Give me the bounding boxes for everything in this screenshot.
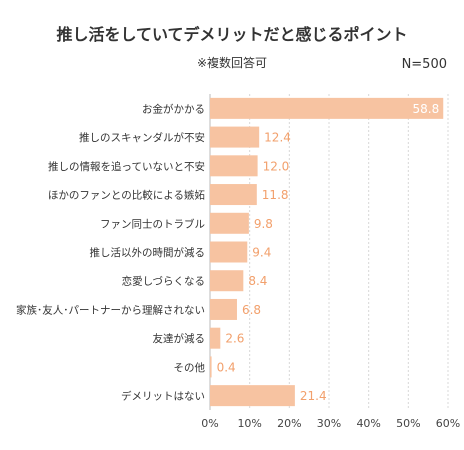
x-tick-label: 30% [317, 417, 341, 430]
bar [210, 184, 257, 206]
bar [210, 212, 249, 234]
category-label: 友達が減る [153, 332, 206, 345]
data-label: 9.8 [254, 217, 273, 231]
category-label: ファン同士のトラブル [100, 217, 205, 230]
bar [210, 270, 244, 292]
category-label: 推しの情報を追っていないと不安 [48, 160, 205, 173]
chart-title: 推し活をしていてデメリットだと感じるポイント [56, 25, 407, 44]
category-label: デメリットはない [121, 390, 205, 403]
bar [210, 241, 248, 263]
data-label: 12.0 [263, 159, 290, 173]
data-label: 21.4 [300, 389, 327, 403]
x-tick-label: 40% [356, 417, 380, 430]
bars [210, 97, 444, 407]
bar [210, 356, 212, 378]
bar [210, 385, 295, 407]
category-label: 恋愛しづらくなる [122, 275, 205, 288]
data-label: 0.4 [217, 360, 236, 374]
bar [210, 126, 260, 148]
bar [210, 298, 237, 320]
data-label: 6.8 [242, 303, 261, 317]
data-label: 8.4 [248, 274, 267, 288]
data-label: 11.8 [262, 188, 289, 202]
category-label: その他 [174, 361, 206, 374]
x-tick-label: 20% [277, 417, 301, 430]
x-tick-label: 0% [201, 417, 218, 430]
category-label: お金がかかる [142, 102, 205, 115]
category-label: ほかのファンとの比較による嫉妬 [48, 189, 205, 202]
category-label: 推しのスキャンダルが不安 [79, 131, 205, 144]
x-axis-ticks: 0% 10% 20% 30% 40% 50% 60% [201, 417, 460, 430]
category-label: 家族･友人･パートナーから理解されない [16, 303, 205, 316]
bar [210, 155, 258, 177]
chart-subtitle: ※複数回答可 [197, 55, 267, 70]
data-label: 2.6 [225, 332, 244, 346]
data-label: 58.8 [413, 102, 440, 116]
x-tick-label: 50% [396, 417, 420, 430]
data-label: 12.4 [264, 131, 291, 145]
bar [210, 97, 444, 119]
value-labels: 58.8 12.4 12.0 11.8 9.8 9.4 8.4 6.8 2.6 0.4 21.4 [217, 102, 440, 403]
x-tick-label: 60% [436, 417, 460, 430]
x-tick-label: 10% [237, 417, 261, 430]
category-label: 推し活以外の時間が減る [90, 246, 206, 259]
bar [210, 327, 221, 349]
sample-size-label: N=500 [402, 57, 447, 72]
category-labels: お金がかかる推しのスキャンダルが不安推しの情報を追っていないと不安ほかのファンと… [16, 102, 205, 402]
data-label: 9.4 [252, 246, 271, 260]
